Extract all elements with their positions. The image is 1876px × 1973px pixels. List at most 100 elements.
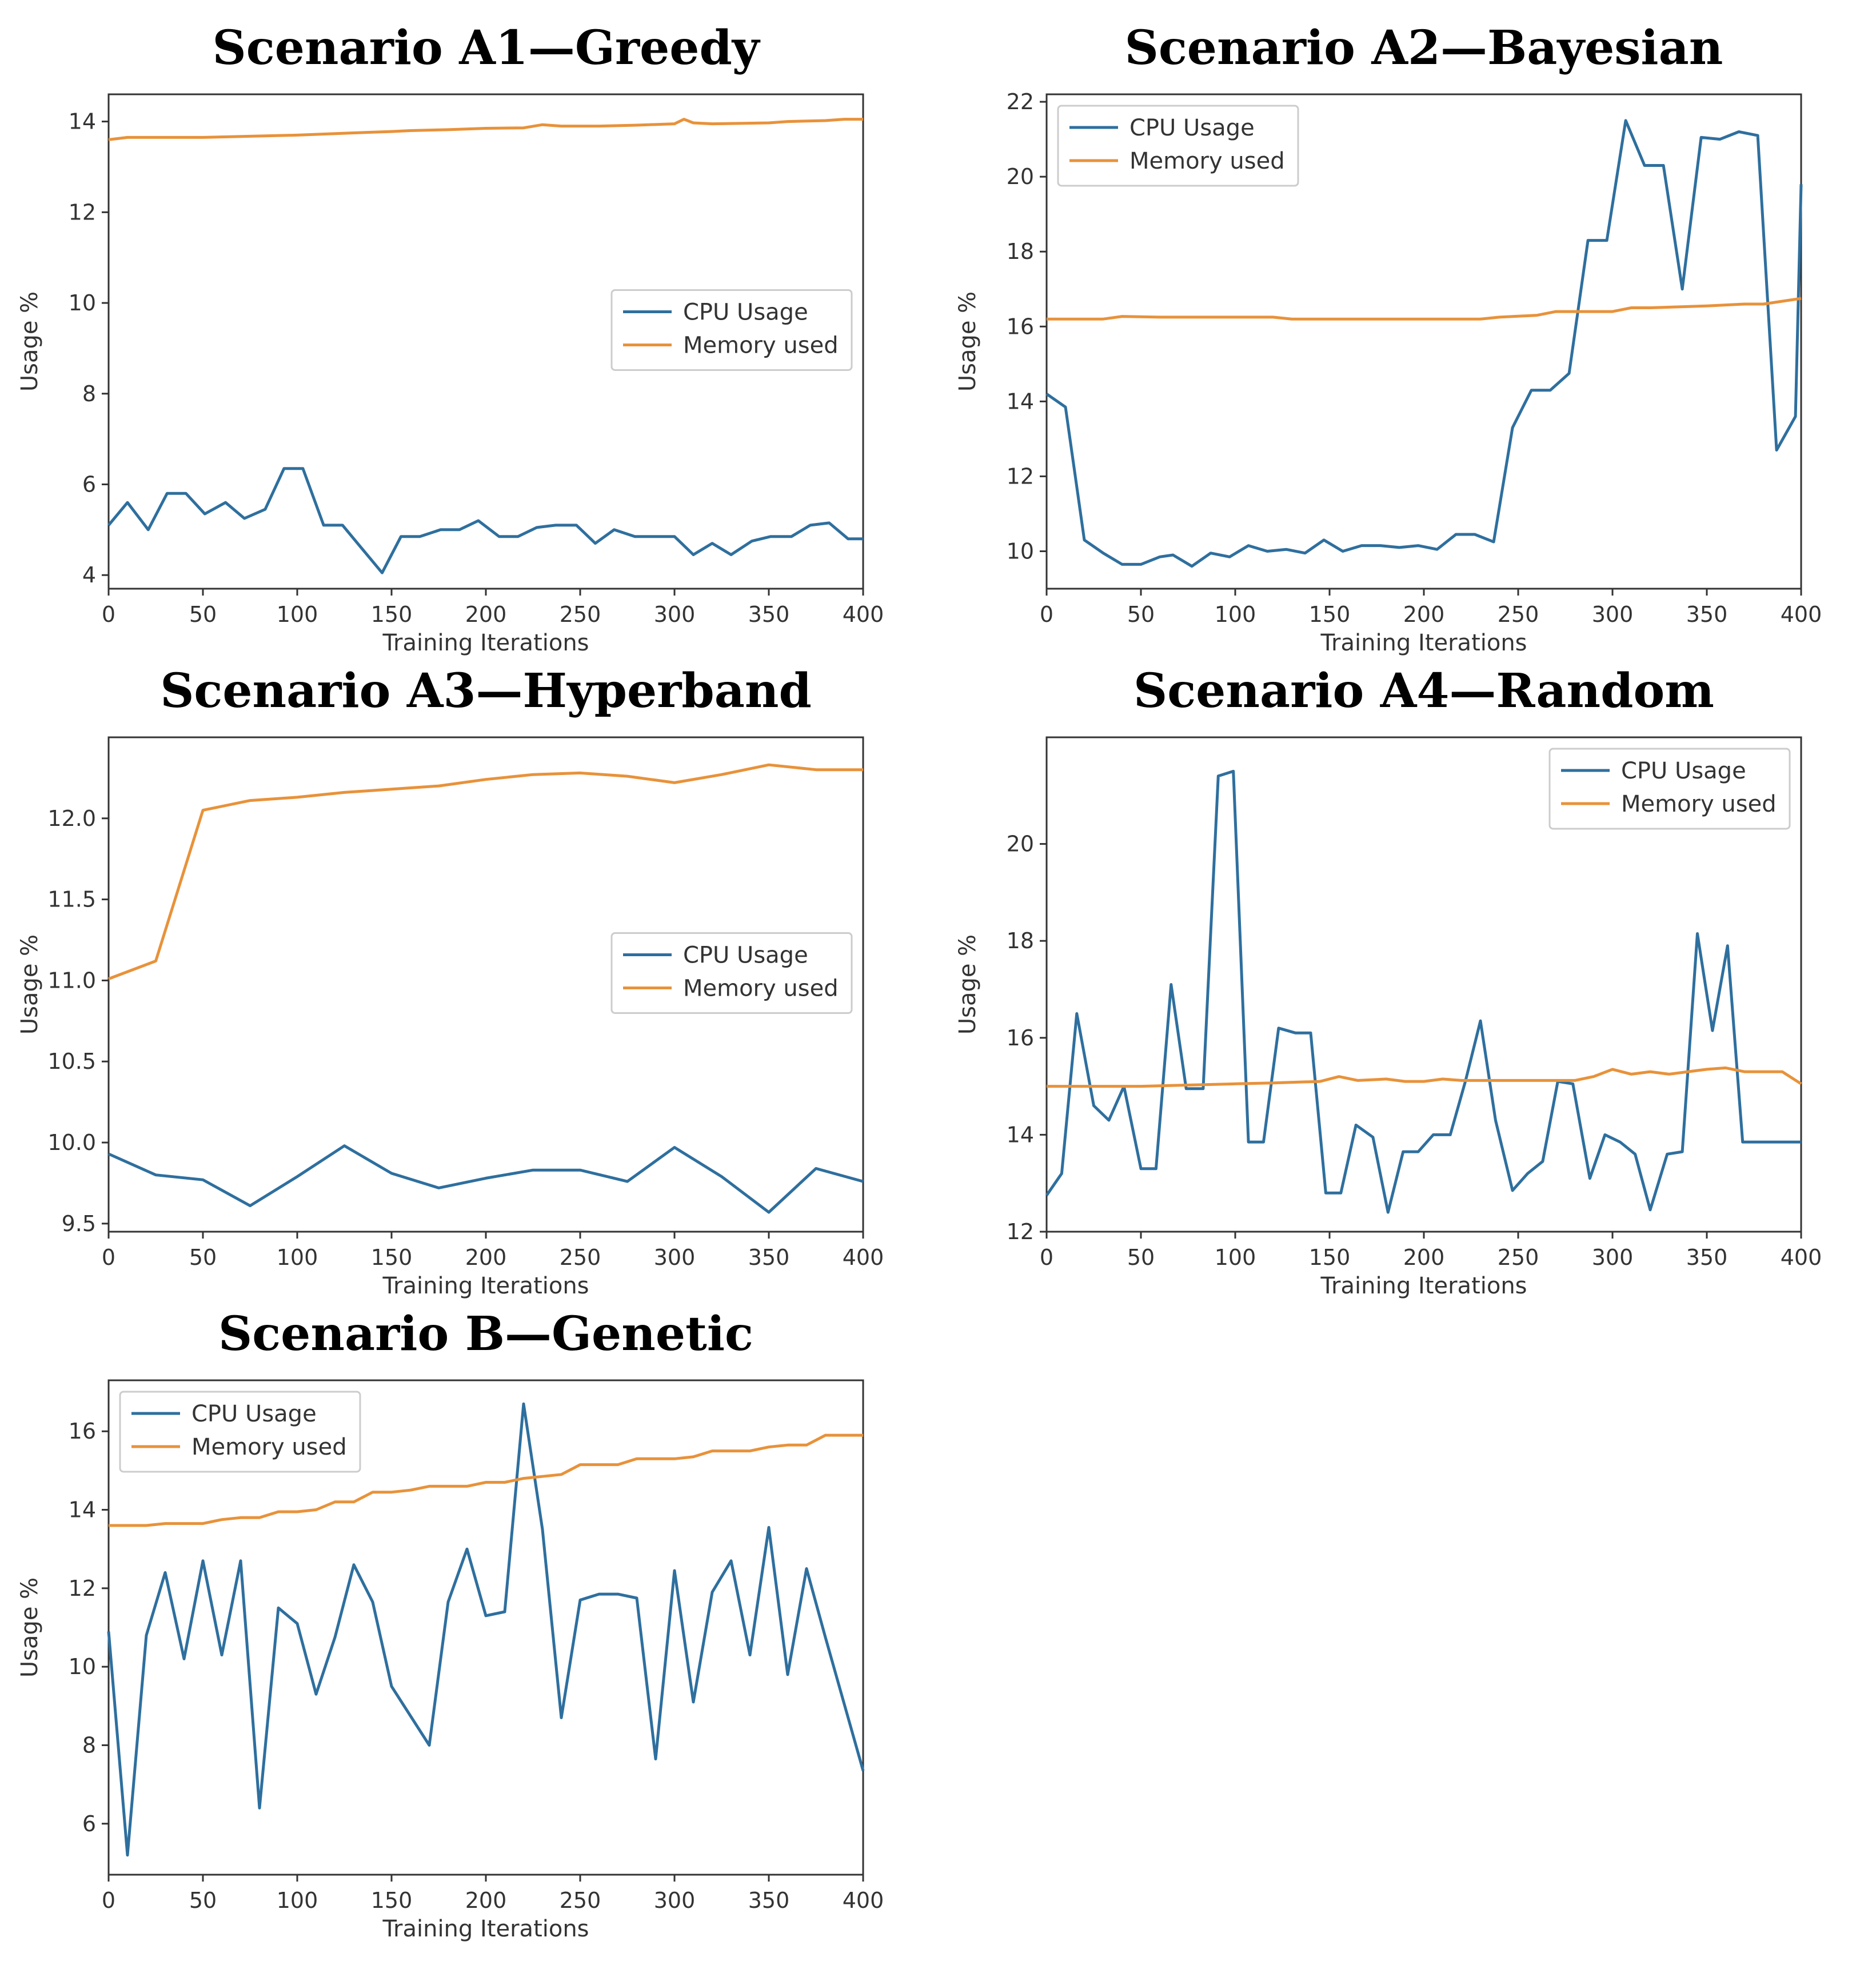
y-tick-label: 11.5	[47, 887, 96, 912]
x-tick-label: 50	[1127, 1245, 1155, 1270]
x-tick-label: 50	[189, 1245, 217, 1270]
series-line-memory-used	[108, 118, 863, 141]
y-tick-label: 10	[69, 290, 96, 315]
y-tick-label: 14	[69, 109, 96, 134]
y-tick-label: 16	[69, 1419, 96, 1444]
y-tick-label: 6	[82, 472, 96, 497]
x-tick-label: 300	[654, 1888, 696, 1913]
legend-box	[119, 1391, 361, 1473]
y-axis-label: Usage %	[955, 934, 981, 1035]
y-tick-label: 16	[1007, 1025, 1034, 1051]
series-line-cpu-usage	[107, 467, 863, 574]
legend-label-cpu-usage: CPU Usage	[683, 299, 808, 326]
chart-title: Scenario A4—Random	[1133, 664, 1714, 718]
series-line-memory-used	[1047, 297, 1802, 321]
x-tick-label: 0	[102, 1888, 115, 1913]
legend: CPU Usage Memory used	[119, 1391, 361, 1473]
legend-label-memory-used: Memory used	[1129, 148, 1285, 174]
chart-svg: Scenario B—Genetic 0 50 100 150 200 250 300 350 4…	[17, 1307, 884, 1942]
legend-label-cpu-usage: CPU Usage	[683, 942, 808, 969]
x-tick-label: 100	[277, 602, 318, 627]
series-line-cpu-usage	[107, 1402, 865, 1857]
legend: CPU Usage Memory used	[1057, 105, 1299, 187]
y-tick-label: 10.0	[47, 1130, 96, 1155]
x-tick-label: 100	[277, 1888, 318, 1913]
x-tick-label: 100	[1215, 602, 1256, 627]
legend-label-memory-used: Memory used	[683, 976, 839, 1002]
y-tick-label: 18	[1007, 928, 1034, 953]
y-tick-label: 10.5	[47, 1049, 96, 1074]
series-line-memory-used	[109, 1433, 863, 1527]
x-tick-label: 0	[1040, 602, 1053, 627]
y-tick-label: 12	[1007, 1219, 1034, 1244]
x-tick-label: 350	[1686, 1245, 1728, 1270]
x-tick-label: 50	[189, 1888, 217, 1913]
x-tick-label: 300	[654, 602, 696, 627]
x-tick-label: 250	[1498, 1245, 1539, 1270]
x-tick-label: 350	[1686, 602, 1728, 627]
x-tick-label: 200	[465, 1245, 507, 1270]
chart-svg: Scenario A2—Bayesian 0 50 100 150 200 250 300 35…	[955, 21, 1822, 656]
y-tick-label: 22	[1007, 89, 1034, 114]
chart-svg: Scenario A1—Greedy 0 50 100 150 200 250 300 350 4…	[17, 21, 884, 656]
y-tick-label: 6	[82, 1811, 96, 1836]
y-tick-label: 16	[1007, 314, 1034, 339]
chart-panel-a2-bayesian: Scenario A2—Bayesian 0 50 100 150 200 250 300 35…	[938, 21, 1876, 656]
x-tick-label: 300	[1592, 1245, 1634, 1270]
x-tick-label: 400	[843, 1888, 884, 1913]
y-tick-label: 14	[69, 1497, 96, 1523]
y-tick-label: 10	[1007, 538, 1034, 564]
y-tick-label: 11.0	[47, 968, 96, 993]
x-tick-label: 0	[1040, 1245, 1053, 1270]
y-axis-label: Usage %	[955, 291, 981, 392]
legend-box	[1057, 105, 1299, 187]
x-tick-label: 150	[371, 602, 413, 627]
y-tick-label: 4	[82, 562, 96, 588]
x-tick-label: 50	[189, 602, 217, 627]
y-tick-label: 8	[82, 381, 96, 406]
y-tick-label: 12	[1007, 464, 1034, 489]
legend-box	[610, 289, 853, 371]
y-axis-label: Usage %	[17, 934, 43, 1035]
chart-panel-a3-hyperband: Scenario A3—Hyperband 0 50 100 150 200 250 300 3…	[0, 664, 938, 1299]
legend-label-cpu-usage: CPU Usage	[191, 1401, 317, 1427]
x-tick-label: 400	[843, 1245, 884, 1270]
x-tick-label: 300	[654, 1245, 696, 1270]
series-line-cpu-usage	[1045, 119, 1803, 568]
legend-label-memory-used: Memory used	[683, 333, 839, 359]
chart-title: Scenario A1—Greedy	[213, 21, 761, 75]
y-tick-label: 10	[69, 1654, 96, 1679]
series-line-cpu-usage	[1045, 769, 1801, 1214]
legend: CPU Usage Memory used	[1548, 748, 1791, 830]
x-tick-label: 250	[560, 1245, 601, 1270]
chart-title: Scenario A2—Bayesian	[1125, 21, 1723, 75]
y-tick-label: 8	[82, 1732, 96, 1758]
y-tick-label: 20	[1007, 832, 1034, 857]
x-tick-label: 250	[1498, 602, 1539, 627]
x-tick-label: 350	[748, 602, 790, 627]
x-tick-label: 400	[1781, 1245, 1822, 1270]
x-tick-label: 50	[1127, 602, 1155, 627]
x-tick-label: 200	[465, 602, 507, 627]
x-axis-label: Training Iterations	[1320, 1273, 1527, 1299]
y-tick-label: 9.5	[62, 1211, 96, 1236]
chart-panel-a1-greedy: Scenario A1—Greedy 0 50 100 150 200 250 300 350 4…	[0, 21, 938, 656]
legend: CPU Usage Memory used	[610, 932, 853, 1014]
x-tick-label: 300	[1592, 602, 1634, 627]
x-tick-label: 350	[748, 1245, 790, 1270]
x-tick-label: 150	[1309, 602, 1351, 627]
y-axis-label: Usage %	[17, 291, 43, 392]
legend-label-memory-used: Memory used	[191, 1434, 347, 1460]
chart-panel-b-genetic: Scenario B—Genetic 0 50 100 150 200 250 300 350 4…	[0, 1307, 938, 1942]
legend-label-memory-used: Memory used	[1621, 791, 1777, 817]
legend: CPU Usage Memory used	[610, 289, 853, 371]
y-tick-label: 14	[1007, 1122, 1034, 1147]
x-axis-label: Training Iterations	[382, 630, 589, 656]
x-tick-label: 400	[843, 602, 884, 627]
x-tick-label: 400	[1781, 602, 1822, 627]
y-axis-label: Usage %	[17, 1577, 43, 1678]
x-tick-label: 200	[1403, 602, 1445, 627]
x-tick-label: 150	[371, 1245, 413, 1270]
chart-svg: Scenario A3—Hyperband 0 50 100 150 200 250 300 3…	[17, 664, 884, 1299]
chart-title: Scenario A3—Hyperband	[160, 664, 812, 718]
